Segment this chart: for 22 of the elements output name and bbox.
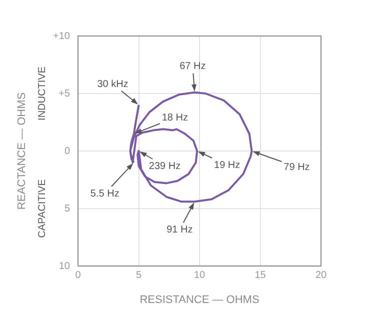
y-tick-label: 0 [64,146,70,157]
annotation: 5.5 Hz [90,188,120,200]
annotation: 67 Hz [180,61,206,72]
x-tick-label: 10 [194,270,206,281]
y-tick-label: 10 [58,260,70,272]
y-tick-label: +5 [58,88,70,100]
text: CAPACITIVE [36,178,48,238]
annotation: 239 Hz [148,160,181,172]
annotation: 18 Hz [162,112,188,124]
y-axis-title: REACTANCE — OHMS [16,92,28,210]
x-tick-label: 0 [75,270,82,281]
annotation: 79 Hz [284,162,310,173]
annotation: 30 kHz [97,78,128,90]
y-tick-label: 5 [64,203,70,214]
x-tick-label: 15 [254,270,266,281]
x-axis-title: RESISTANCE — OHMS [140,294,260,306]
annotation: 19 Hz [214,160,240,171]
x-tick-label: 20 [315,270,327,281]
x-tick-label: 5 [136,270,142,281]
y-tick-label: +10 [53,30,70,42]
annotation: 91 Hz [166,224,193,236]
text: INDUCTIVE [36,66,48,120]
